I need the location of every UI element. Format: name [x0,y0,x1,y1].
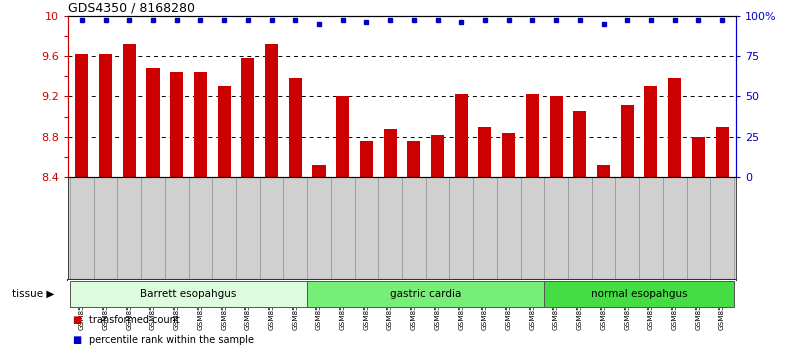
Bar [99,54,112,177]
Bar [331,177,354,280]
Bar [123,44,136,177]
Text: GDS4350 / 8168280: GDS4350 / 8168280 [68,2,195,15]
Bar [194,72,207,177]
Bar [336,96,349,177]
Bar [213,177,236,280]
Text: transformed count: transformed count [89,315,180,325]
Bar [165,177,189,280]
Bar [384,129,396,177]
Bar [526,95,539,177]
Bar [686,177,710,280]
Bar [502,133,515,177]
Bar [497,177,521,280]
Bar [544,177,568,280]
Bar [354,177,378,280]
Bar [402,177,426,280]
Bar [615,177,639,280]
Bar [621,104,634,177]
Text: tissue ▶: tissue ▶ [12,289,54,299]
Bar [217,86,231,177]
Bar [146,68,159,177]
Bar [591,177,615,280]
Bar [241,58,255,177]
Bar [70,177,94,280]
Text: normal esopahgus: normal esopahgus [591,289,688,299]
Bar [265,44,278,177]
Bar [70,281,307,307]
Bar [378,177,402,280]
Bar [283,177,307,280]
Bar [94,177,118,280]
Text: Barrett esopahgus: Barrett esopahgus [140,289,236,299]
Bar [189,177,213,280]
Bar [455,95,468,177]
Bar [450,177,473,280]
Bar [544,281,734,307]
Bar [716,127,728,177]
Bar [549,96,563,177]
Bar [645,86,657,177]
Bar [170,72,183,177]
Bar [307,177,331,280]
Text: ■: ■ [72,315,81,325]
Bar [473,177,497,280]
Bar [118,177,141,280]
Bar [76,54,88,177]
Bar [710,177,734,280]
Bar [360,141,373,177]
Bar [307,281,544,307]
Bar [668,78,681,177]
Bar [236,177,259,280]
Bar [431,135,444,177]
Text: percentile rank within the sample: percentile rank within the sample [89,335,254,345]
Bar [568,177,591,280]
Bar [521,177,544,280]
Bar [639,177,663,280]
Bar [597,165,610,177]
Bar [573,110,587,177]
Bar [426,177,450,280]
Bar [313,165,326,177]
Bar [692,137,705,177]
Bar [478,127,491,177]
Bar [408,141,420,177]
Text: ■: ■ [72,335,81,345]
Bar [663,177,686,280]
Text: gastric cardia: gastric cardia [390,289,462,299]
Bar [141,177,165,280]
Bar [259,177,283,280]
Bar [289,78,302,177]
